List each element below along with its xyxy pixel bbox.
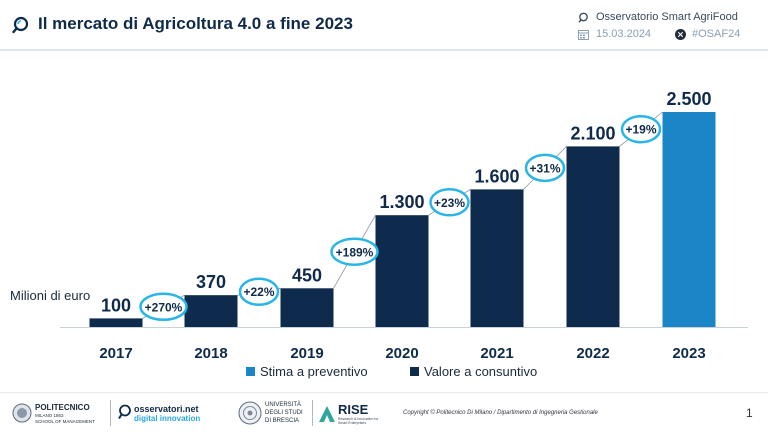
observatory-logo-icon	[12, 16, 29, 34]
page-title: Il mercato di Agricoltura 4.0 a fine 202…	[38, 14, 353, 33]
rise-name: RISE	[338, 402, 369, 417]
category-label-2017: 2017	[99, 345, 132, 362]
osservatori-icon	[118, 404, 131, 420]
growth-bubble-2	[330, 237, 379, 266]
legend-swatch-consuntivo	[410, 367, 419, 376]
unibs-seal-icon	[238, 401, 262, 425]
osservatori-name: osservatori.net	[134, 404, 199, 414]
footer-separator	[110, 400, 111, 426]
copyright-text: Copyright © Politecnico Di Milano / Dipa…	[403, 410, 598, 416]
footer-separator-2	[312, 400, 313, 426]
bar-2023	[662, 112, 716, 327]
category-label-2019: 2019	[290, 345, 323, 362]
polimi-name: POLITECNICO	[35, 403, 90, 412]
market-bar-chart: 100 2017 370 2018 450 2019 1.300 2020 1.600 2021 2…	[60, 89, 748, 362]
value-label-2022: 2.100	[570, 123, 615, 143]
bar-2021	[470, 189, 524, 327]
y-axis-label: Milioni di euro	[10, 287, 90, 304]
growth-bubble-4	[524, 153, 566, 183]
rise-logo: RISE Research & Innovation for Smart Ent…	[318, 402, 398, 426]
growth-bubble-0	[139, 292, 188, 322]
unibs-line1: UNIVERSITÀ	[265, 402, 302, 408]
y-axis-label-text: Milioni di euro	[10, 288, 91, 303]
category-label-2022: 2022	[576, 345, 609, 362]
legend-label-consuntivo: Valore a consuntivo	[424, 364, 538, 379]
growth-bubble-5	[620, 114, 662, 144]
value-label-2021: 1.600	[474, 166, 519, 186]
growth-label-1: +22%	[243, 285, 274, 299]
polimi-sub2: SCHOOL OF MANAGEMENT	[35, 419, 95, 424]
growth-label-4: +31%	[529, 161, 560, 175]
observatory-name: Osservatorio Smart AgriFood	[596, 11, 738, 23]
bar-2022	[566, 146, 620, 327]
rise-arrow-icon	[319, 406, 335, 422]
growth-bubble-3	[429, 188, 470, 217]
growth-label-5: +19%	[625, 123, 656, 137]
observatory-icon	[578, 12, 588, 23]
header-divider	[0, 49, 768, 51]
category-label-2018: 2018	[194, 345, 227, 362]
value-label-2020: 1.300	[379, 192, 424, 212]
footer-divider	[0, 392, 768, 393]
growth-label-0: +270%	[145, 300, 183, 314]
legend-item-consuntivo: Valore a consuntivo	[410, 364, 537, 379]
bar-2017	[89, 318, 143, 327]
unibs-line2: DEGLI STUDI	[265, 410, 303, 416]
polimi-logo: POLITECNICO MILANO 1863 SCHOOL OF MANAGE…	[12, 402, 112, 426]
category-label-2020: 2020	[385, 345, 418, 362]
osservatori-logo: osservatori.net digital innovation	[118, 403, 228, 425]
x-twitter-icon	[675, 29, 686, 40]
event-date: 15.03.2024	[596, 28, 652, 40]
calendar-icon	[578, 30, 589, 40]
value-label-2023: 2.500	[666, 89, 711, 109]
header-bar: Il mercato di Agricoltura 4.0 a fine 202…	[0, 0, 768, 49]
page-number: 1	[746, 406, 753, 420]
growth-label-2: +189%	[336, 245, 374, 259]
osservatori-sub: digital innovation	[134, 414, 201, 423]
growth-bubble-1	[238, 277, 280, 306]
bar-2020	[375, 215, 429, 327]
legend-swatch-preventivo	[246, 367, 255, 376]
value-label-2019: 450	[292, 265, 322, 285]
value-label-2018: 370	[196, 272, 226, 292]
hashtag: #OSAF24	[692, 28, 741, 40]
chart-legend: Stima a preventivo Valore a consuntivo	[0, 364, 768, 380]
polimi-sub1: MILANO 1863	[35, 413, 64, 418]
unibs-line3: DI BRESCIA	[265, 418, 300, 424]
growth-label-3: +23%	[434, 196, 465, 210]
category-label-2023: 2023	[672, 345, 705, 362]
bar-2018	[184, 295, 238, 327]
legend-label-preventivo: Stima a preventivo	[260, 364, 368, 379]
legend-item-preventivo: Stima a preventivo	[246, 364, 368, 379]
polimi-seal-icon	[12, 403, 32, 423]
value-label-2017: 100	[101, 295, 131, 315]
unibs-logo: UNIVERSITÀ DEGLI STUDI DI BRESCIA	[238, 400, 314, 426]
category-label-2021: 2021	[480, 345, 513, 362]
rise-sub: Research & Innovation for Smart Enterpri…	[338, 417, 379, 425]
bar-2019	[280, 288, 334, 327]
